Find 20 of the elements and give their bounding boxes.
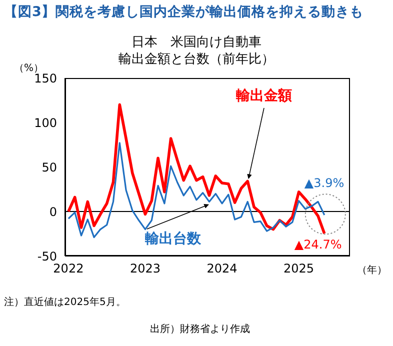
annotation: ▲24.7% [294,237,342,252]
chart-title: 日本 米国向け自動車 [130,34,262,51]
y-tick-label: 100 [34,116,57,130]
y-tick-label: 0 [49,204,57,219]
series-label: 輸出台数 [144,231,202,247]
text: 【図3】関税を考慮し国内企業が輸出価格を抑える動きも [4,3,364,21]
y-axis-title: （%） [14,62,44,74]
x-tick-label: 2025 [284,262,314,276]
text: 注）直近値は2025年5月。 [4,296,126,309]
annotation: ▲3.9% [304,176,344,190]
text: 輸出金額 [235,87,292,104]
chart-subtitle: 輸出金額と台数（前年比） [118,52,274,67]
x-tick-label: 2023 [130,262,161,276]
text: 出所）財務省より作成 [150,322,250,336]
y-tick-label: -50 [37,249,57,264]
x-tick-label: 2022 [53,262,84,276]
y-tick-label: 150 [34,71,57,86]
x-tick-label: 2024 [206,262,238,276]
y-tick-label: 50 [42,160,57,174]
x-axis-title: （年） [357,264,387,277]
